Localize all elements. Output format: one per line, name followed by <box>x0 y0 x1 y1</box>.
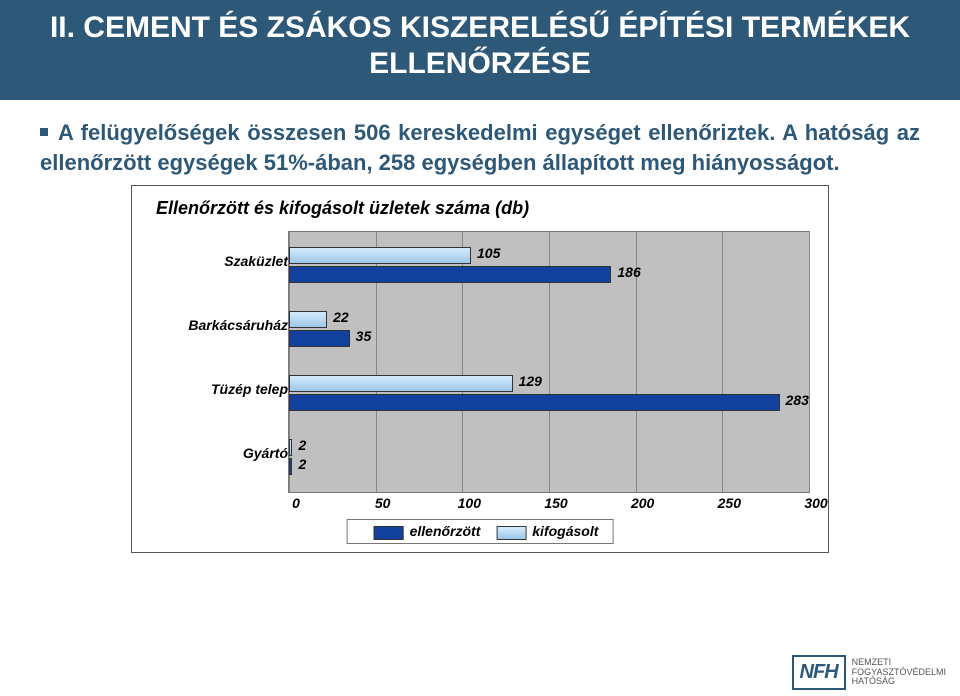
legend-swatch-kifogasolt <box>496 526 526 540</box>
ylabel-0: Szaküzlet <box>150 253 296 269</box>
bar-ellenorzott <box>289 266 611 283</box>
bar-ellenorzott <box>289 458 292 475</box>
bar-group: 22 <box>289 434 809 482</box>
legend-label-ellenorzott: ellenőrzött <box>410 523 481 539</box>
xtick: 150 <box>544 495 567 511</box>
bar-kifogasolt <box>289 439 292 456</box>
xtick: 250 <box>718 495 741 511</box>
bar-group: 129 283 <box>289 370 809 418</box>
xtick: 200 <box>631 495 654 511</box>
bullet-icon <box>40 128 48 136</box>
ylabel-2: Tüzép telep <box>150 381 296 397</box>
xtick: 300 <box>804 495 827 511</box>
logo-box: NFH <box>792 655 846 690</box>
bar-label-ellenorzott: 35 <box>356 328 372 344</box>
gridline <box>809 232 810 492</box>
bar-label-kifogasolt: 129 <box>519 373 542 389</box>
chart-title: Ellenőrzött és kifogásolt üzletek száma … <box>156 198 810 219</box>
bar-group: 105 186 <box>289 242 809 290</box>
bar-kifogasolt <box>289 247 471 264</box>
chart-container: Ellenőrzött és kifogásolt üzletek száma … <box>131 185 829 552</box>
bar-label-ellenorzott: 2 <box>298 456 306 472</box>
ylabel-3: Gyártó <box>150 445 296 461</box>
bar-kifogasolt <box>289 311 327 328</box>
legend-label-kifogasolt: kifogásolt <box>532 523 598 539</box>
ylabel-1: Barkácsáruház <box>150 317 296 333</box>
chart-legend: ellenőrzött kifogásolt <box>347 519 614 543</box>
intro-paragraph: A felügyelőségek összesen 506 kereskedel… <box>40 118 920 177</box>
logo-abbr: NFH <box>800 661 838 683</box>
logo-line-2: HATÓSÁG <box>852 677 946 687</box>
intro-text: A felügyelőségek összesen 506 kereskedel… <box>40 120 920 175</box>
footer-logo: NFH NEMZETI FOGYASZTÓVÉDELMI HATÓSÁG <box>792 655 946 690</box>
xtick: 0 <box>292 495 300 511</box>
bar-ellenorzott <box>289 394 780 411</box>
logo-text: NEMZETI FOGYASZTÓVÉDELMI HATÓSÁG <box>852 658 946 688</box>
legend-swatch-ellenorzott <box>374 526 404 540</box>
bar-kifogasolt <box>289 375 513 392</box>
bar-label-ellenorzott: 283 <box>786 392 809 408</box>
bar-label-kifogasolt: 2 <box>298 437 306 453</box>
bar-group: 22 35 <box>289 306 809 354</box>
bar-ellenorzott <box>289 330 350 347</box>
xtick: 100 <box>458 495 481 511</box>
title-text: II. CEMENT ÉS ZSÁKOS KISZERELÉSŰ ÉPÍTÉSI… <box>50 11 910 80</box>
bar-label-kifogasolt: 105 <box>477 245 500 261</box>
xtick: 50 <box>375 495 391 511</box>
x-axis: 050100150200250300 <box>296 493 810 513</box>
bar-label-kifogasolt: 22 <box>333 309 349 325</box>
page-title: II. CEMENT ÉS ZSÁKOS KISZERELÉSŰ ÉPÍTÉSI… <box>0 0 960 100</box>
bar-label-ellenorzott: 186 <box>617 264 640 280</box>
chart-plot-area: 105186223512928322 <box>288 231 810 493</box>
